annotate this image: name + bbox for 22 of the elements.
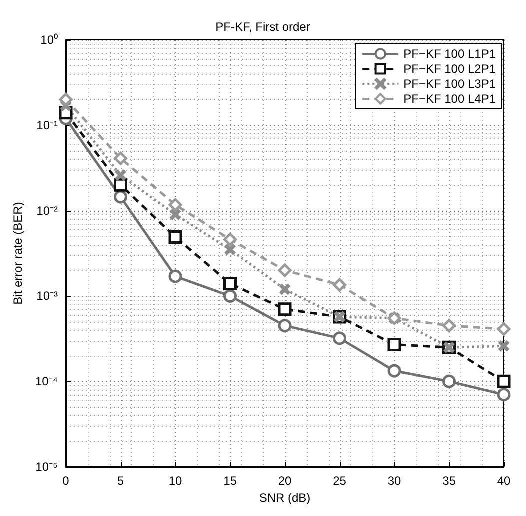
x-tick-label: 40 (497, 474, 511, 488)
chart-title: PF-KF, First order (216, 20, 310, 34)
y-tick-label: 10⁰ (40, 33, 58, 47)
x-tick-label: 35 (442, 474, 456, 488)
y-tick-label: 10⁻³ (36, 289, 58, 304)
legend-label: PF−KF 100 L1P1 (404, 47, 496, 61)
x-tick-label: 10 (168, 474, 182, 488)
legend-label: PF−KF 100 L4P1 (404, 92, 496, 106)
x-tick-label: 0 (62, 474, 70, 488)
y-tick-label: 10⁻⁴ (35, 374, 58, 389)
y-tick-label: 10⁻² (36, 204, 58, 218)
x-tick-label: 30 (388, 474, 402, 488)
x-tick-label: 15 (224, 474, 238, 488)
x-tick-label: 25 (333, 474, 347, 488)
x-tick-label: 20 (278, 474, 292, 488)
x-axis-title: SNR (dB) (259, 490, 311, 505)
y-tick-label: 10⁻⁵ (36, 460, 58, 474)
y-axis-title: Bit error rate (BER) (11, 202, 25, 305)
legend-label: PF−KF 100 L2P1 (404, 62, 496, 76)
x-tick-label: 5 (117, 474, 124, 488)
legend-label: PF−KF 100 L3P1 (404, 77, 496, 91)
y-tick-label: 10⁻¹ (36, 118, 58, 132)
